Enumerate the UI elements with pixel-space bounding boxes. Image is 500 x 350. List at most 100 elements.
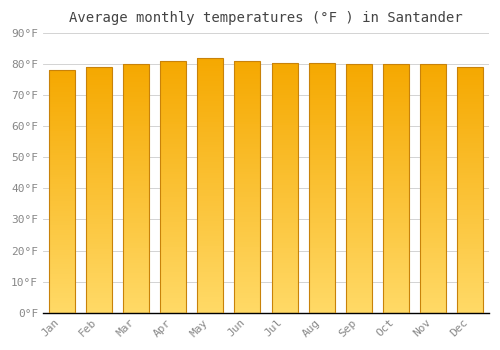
Bar <box>197 89 223 91</box>
Bar <box>272 138 297 140</box>
Bar <box>420 216 446 218</box>
Bar <box>420 104 446 106</box>
Bar <box>48 310 74 313</box>
Bar <box>160 149 186 152</box>
Bar <box>458 202 483 205</box>
Bar <box>234 207 260 210</box>
Bar <box>48 80 74 83</box>
Bar <box>346 183 372 186</box>
Bar <box>86 170 112 173</box>
Bar <box>458 188 483 190</box>
Bar <box>272 250 297 253</box>
Bar <box>346 129 372 131</box>
Bar <box>123 256 149 258</box>
Bar <box>420 121 446 124</box>
Bar <box>308 130 334 133</box>
Bar <box>123 163 149 166</box>
Bar <box>272 220 297 223</box>
Bar <box>160 303 186 305</box>
Bar <box>234 79 260 81</box>
Bar <box>383 176 409 178</box>
Bar <box>272 270 297 273</box>
Bar <box>272 65 297 68</box>
Bar <box>308 65 334 68</box>
Bar <box>383 263 409 265</box>
Bar <box>383 251 409 253</box>
Bar <box>308 228 334 230</box>
Bar <box>123 139 149 141</box>
Bar <box>48 218 74 220</box>
Bar <box>308 180 334 183</box>
Bar <box>86 212 112 215</box>
Bar <box>308 238 334 240</box>
Bar <box>160 237 186 240</box>
Bar <box>48 204 74 206</box>
Bar <box>86 271 112 273</box>
Bar <box>160 117 186 119</box>
Bar <box>308 143 334 145</box>
Bar <box>272 170 297 173</box>
Bar <box>272 198 297 200</box>
Bar <box>86 222 112 224</box>
Bar <box>383 228 409 231</box>
Bar <box>383 285 409 288</box>
Bar <box>160 139 186 142</box>
Bar <box>197 236 223 239</box>
Bar <box>458 293 483 295</box>
Bar <box>383 198 409 201</box>
Bar <box>346 139 372 141</box>
Bar <box>123 86 149 89</box>
Bar <box>86 288 112 290</box>
Bar <box>86 298 112 300</box>
Bar <box>272 95 297 98</box>
Bar <box>160 278 186 280</box>
Bar <box>420 201 446 203</box>
Bar <box>383 303 409 305</box>
Bar <box>123 186 149 188</box>
Bar <box>272 310 297 313</box>
Bar <box>346 121 372 124</box>
Bar <box>420 280 446 283</box>
Bar <box>383 77 409 79</box>
Bar <box>86 259 112 261</box>
Bar <box>86 70 112 72</box>
Bar <box>272 230 297 233</box>
Bar <box>458 244 483 246</box>
Bar <box>123 121 149 124</box>
Bar <box>420 163 446 166</box>
Bar <box>458 97 483 99</box>
Bar <box>160 230 186 232</box>
Bar <box>234 121 260 124</box>
Bar <box>458 151 483 153</box>
Bar <box>383 119 409 121</box>
Bar <box>420 111 446 114</box>
Bar <box>383 94 409 97</box>
Bar <box>197 280 223 282</box>
Bar <box>458 305 483 308</box>
Bar <box>234 195 260 197</box>
Bar <box>86 146 112 148</box>
Bar <box>383 246 409 248</box>
Bar <box>160 104 186 106</box>
Bar <box>160 71 186 74</box>
Bar <box>420 109 446 111</box>
Bar <box>383 64 409 67</box>
Bar <box>160 172 186 174</box>
Bar <box>160 167 186 169</box>
Bar <box>458 278 483 281</box>
Bar <box>197 254 223 257</box>
Bar <box>197 94 223 96</box>
Bar <box>458 141 483 144</box>
Bar <box>234 235 260 237</box>
Bar <box>86 256 112 259</box>
Bar <box>123 211 149 213</box>
Bar <box>346 114 372 117</box>
Bar <box>383 89 409 92</box>
Bar <box>86 99 112 102</box>
Bar <box>272 115 297 118</box>
Bar <box>383 151 409 154</box>
Bar <box>197 201 223 203</box>
Bar <box>420 263 446 265</box>
Bar <box>458 161 483 163</box>
Bar <box>160 255 186 257</box>
